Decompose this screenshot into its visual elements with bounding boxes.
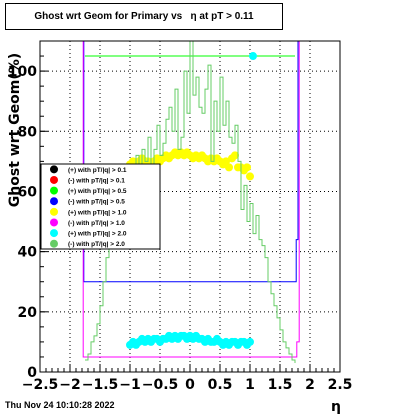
data-point bbox=[225, 163, 233, 172]
y-tick-label: 80 bbox=[18, 124, 38, 140]
data-point bbox=[246, 172, 254, 181]
y-tick-label: 0 bbox=[27, 365, 37, 381]
legend-marker bbox=[50, 186, 58, 195]
tick-layer bbox=[39, 40, 341, 373]
y-tick-label: 60 bbox=[18, 184, 38, 200]
legend-entry: (+) with pT/|q| > 2.0 bbox=[68, 231, 127, 238]
legend-entry: (-) with pT/|q| > 2.0 bbox=[68, 241, 125, 248]
legend-entry: (-) with pT/|q| > 1.0 bbox=[68, 220, 125, 227]
x-tick-label: 2 bbox=[305, 377, 315, 393]
timestamp-footer: Thu Nov 24 10:10:28 2022 bbox=[5, 400, 115, 410]
legend-entry: (-) with pT/|q| > 0.5 bbox=[68, 199, 125, 206]
data-point bbox=[243, 163, 251, 172]
x-tick-label: −1.5 bbox=[82, 377, 119, 393]
legend-marker bbox=[50, 165, 58, 174]
legend-marker bbox=[50, 229, 58, 238]
legend-entry: (+) with pT/|q| > 0.1 bbox=[68, 167, 127, 174]
data-point bbox=[231, 151, 239, 160]
data-point bbox=[222, 157, 230, 166]
x-tick-label: 2.5 bbox=[328, 377, 353, 393]
legend-marker bbox=[50, 239, 58, 248]
legend-entry: (+) with pT/|q| > 1.0 bbox=[68, 209, 127, 216]
legend-marker bbox=[50, 218, 58, 227]
x-tick-label: −0.5 bbox=[142, 377, 179, 393]
legend-marker bbox=[50, 207, 58, 216]
legend-box bbox=[40, 163, 161, 250]
series-6 bbox=[126, 52, 257, 349]
y-tick-label: 40 bbox=[18, 245, 38, 261]
y-axis-label: Ghost wrt Geom(%) bbox=[7, 53, 23, 207]
tick-labels: −2.5 −2 −1.5 −1 −0.5 0 0.5 1 1.5 2 2.5 0 20 40 60 80 100 bbox=[8, 64, 353, 393]
x-tick-label: 1.5 bbox=[268, 377, 293, 393]
x-axis-label: η bbox=[331, 399, 341, 414]
legend-marker bbox=[50, 175, 58, 184]
legend-entry: (+) with pT/|q| > 0.5 bbox=[68, 188, 127, 195]
x-tick-label: −1 bbox=[119, 377, 140, 393]
x-tick-label: −2.5 bbox=[22, 377, 59, 393]
chart-title: Ghost wrt Geom for Primary vs η at pT > … bbox=[5, 3, 283, 30]
data-point bbox=[246, 337, 254, 346]
legend-entry: (-) with pT/|q| > 0.1 bbox=[68, 177, 125, 184]
x-tick-label: −2 bbox=[59, 377, 80, 393]
data-point bbox=[249, 52, 257, 61]
x-tick-label: 0 bbox=[185, 377, 195, 393]
legend: (+) with pT/|q| > 0.1 (-) with pT/|q| > 0… bbox=[40, 163, 161, 250]
y-tick-label: 100 bbox=[8, 64, 37, 80]
x-tick-label: 0.5 bbox=[208, 377, 233, 393]
y-tick-label: 20 bbox=[18, 305, 38, 321]
legend-marker bbox=[50, 197, 58, 206]
x-tick-label: 1 bbox=[245, 377, 255, 393]
